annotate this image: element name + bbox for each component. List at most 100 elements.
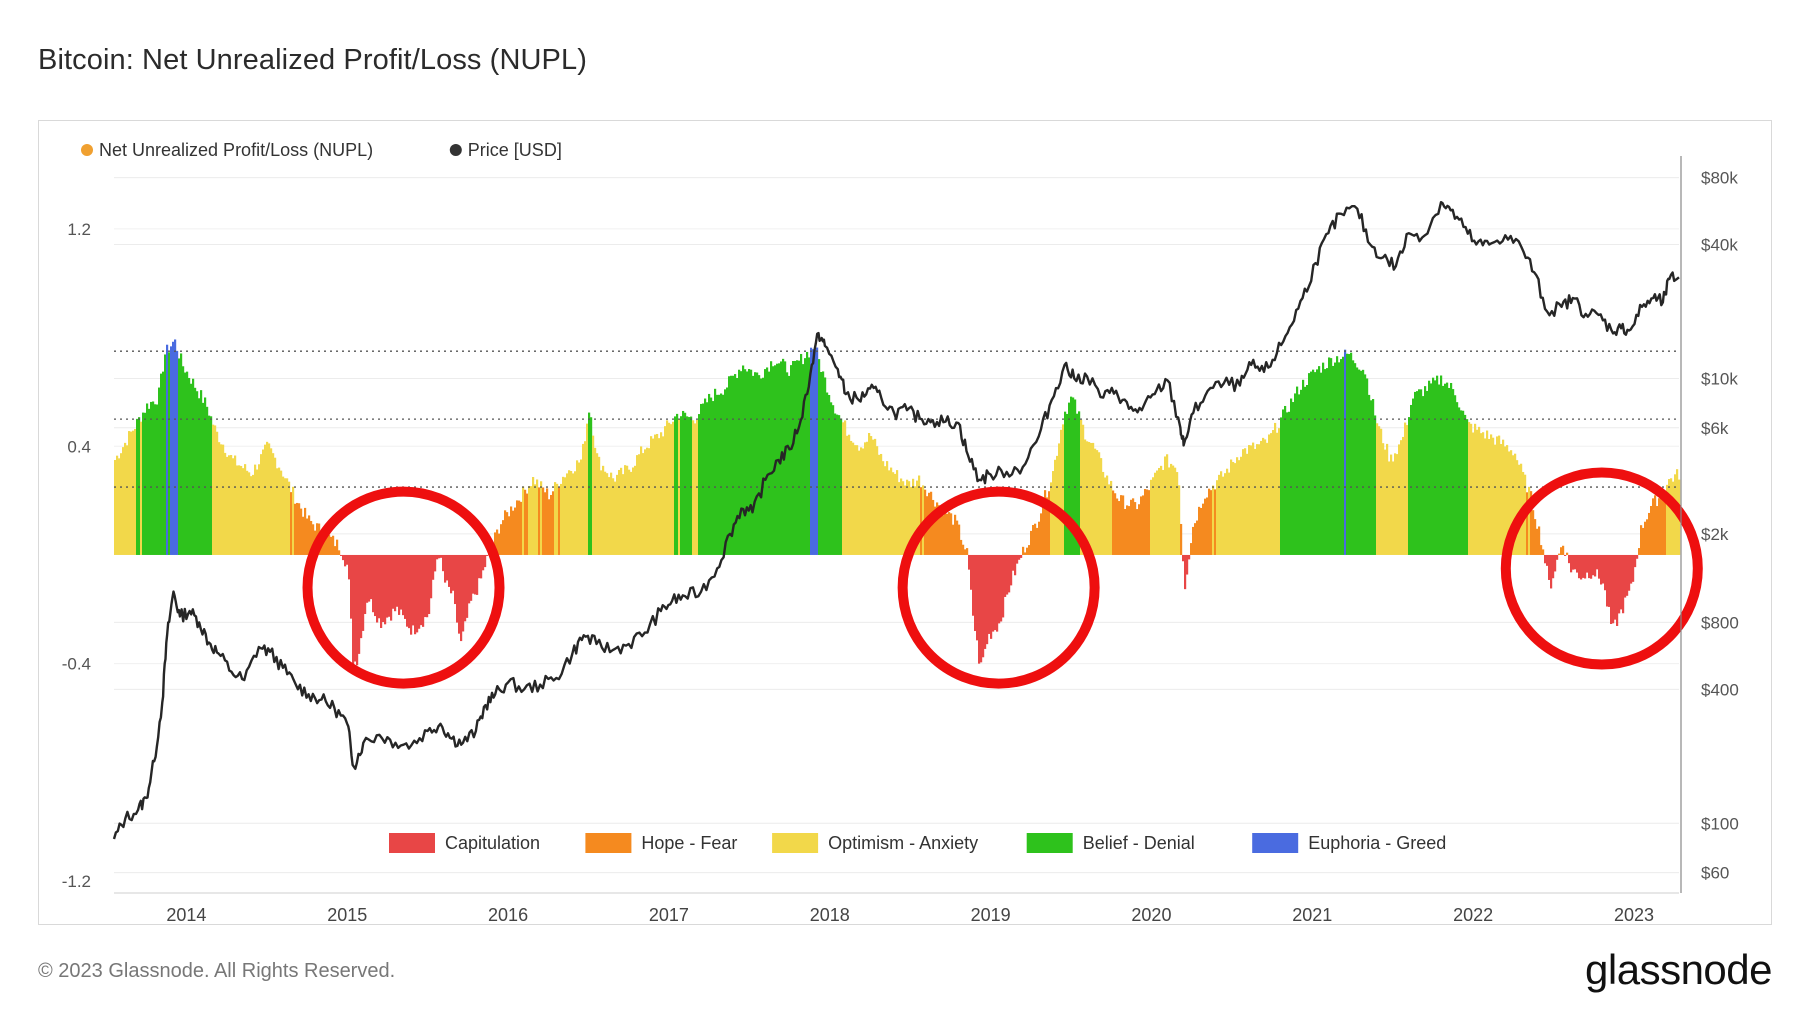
nupl-bar [1138, 504, 1141, 555]
nupl-bar [1102, 471, 1105, 555]
nupl-bar [1212, 485, 1215, 555]
x-tick-label: 2014 [166, 905, 206, 925]
nupl-bar [992, 554, 995, 632]
nupl-bar [1378, 426, 1381, 555]
nupl-bar [406, 554, 409, 627]
nupl-bar [1250, 445, 1253, 555]
nupl-bar [532, 477, 535, 555]
nupl-bar [632, 467, 635, 555]
nupl-bar [332, 535, 335, 555]
nupl-bar [988, 554, 991, 634]
nupl-bar [932, 499, 935, 555]
nupl-bar [1384, 449, 1387, 555]
nupl-bar [1616, 554, 1619, 626]
nupl-bar [1350, 352, 1353, 555]
nupl-bar [1324, 369, 1327, 555]
nupl-bar [794, 360, 797, 555]
nupl-bar [734, 374, 737, 555]
nupl-bar [1004, 554, 1007, 597]
nupl-bar [466, 554, 469, 618]
nupl-bar [1614, 554, 1617, 620]
nupl-bar [668, 422, 671, 555]
nupl-bar [968, 554, 971, 570]
nupl-bar [816, 347, 819, 555]
nupl-bar [1652, 498, 1655, 555]
nupl-bar [1066, 413, 1069, 555]
nupl-bar [1372, 399, 1375, 555]
nupl-bar [1470, 423, 1473, 555]
nupl-bar [546, 488, 549, 555]
nupl-bar [974, 554, 977, 632]
nupl-bar [648, 448, 651, 555]
nupl-bar [1166, 454, 1169, 555]
nupl-bar [566, 473, 569, 555]
nupl-bar [1408, 417, 1411, 555]
nupl-bar [1128, 506, 1131, 555]
nupl-bar [180, 353, 183, 555]
x-tick-label: 2019 [971, 905, 1011, 925]
nupl-bar [214, 425, 217, 555]
nupl-bar [934, 506, 937, 555]
zone-swatch [389, 833, 435, 853]
nupl-bar [1286, 412, 1289, 555]
nupl-bar [182, 366, 185, 555]
annotation-circle [1500, 467, 1703, 670]
nupl-bar [1338, 362, 1341, 555]
nupl-bar [1480, 433, 1483, 555]
nupl-bar [1290, 398, 1293, 555]
nupl-bar [1234, 463, 1237, 555]
nupl-bar [662, 436, 665, 555]
nupl-bar [356, 554, 359, 666]
nupl-bar [480, 554, 483, 579]
nupl-bar [1414, 391, 1417, 555]
nupl-bar [1406, 425, 1409, 555]
nupl-bar [976, 554, 979, 641]
nupl-bar [1096, 450, 1099, 555]
zone-legend: Capitulation Hope - Fear Optimism - Anxiet… [389, 833, 1446, 853]
nupl-bar [376, 554, 379, 623]
nupl-bar [1514, 453, 1517, 555]
nupl-bar [390, 554, 393, 621]
nupl-bar [822, 371, 825, 555]
nupl-bar [1460, 410, 1463, 555]
nupl-bar [712, 401, 715, 555]
nupl-bar [1628, 554, 1631, 591]
nupl-bar [730, 375, 733, 555]
nupl-bar [738, 369, 741, 555]
nupl-bar [460, 554, 463, 642]
nupl-bar [264, 444, 267, 555]
nupl-bar [740, 371, 743, 555]
nupl-bar [1298, 394, 1301, 555]
nupl-bar [1588, 554, 1591, 579]
nupl-bar [624, 465, 627, 555]
nupl-bar [1228, 472, 1231, 555]
nupl-bar [258, 464, 261, 555]
nupl-bar [830, 402, 833, 555]
nupl-bar [436, 554, 439, 560]
nupl-bar [1502, 439, 1505, 555]
nupl-bar [1452, 389, 1455, 555]
nupl-bar [1544, 554, 1547, 564]
left-tick-label: 0.4 [67, 437, 91, 456]
nupl-bar [126, 445, 129, 555]
nupl-bar [1418, 389, 1421, 555]
nupl-bar [994, 554, 997, 631]
nupl-bar [114, 459, 117, 555]
nupl-bar [814, 349, 817, 555]
right-tick-label: $40k [1701, 236, 1738, 255]
nupl-bar [1044, 490, 1047, 555]
nupl-bar [1306, 385, 1309, 555]
nupl-bar [1002, 554, 1005, 618]
nupl-bar [986, 554, 989, 645]
nupl-bar [1600, 554, 1603, 585]
nupl-bar [660, 432, 663, 555]
nupl-bar [176, 350, 179, 555]
nupl-bar [202, 402, 205, 555]
nupl-bar [336, 539, 339, 555]
nupl-bar [1220, 471, 1223, 555]
right-tick-label: $100 [1701, 814, 1739, 833]
nupl-bar [1558, 553, 1561, 555]
left-tick-label: 1.2 [67, 220, 91, 239]
nupl-bar [404, 554, 407, 619]
nupl-bar [1516, 460, 1519, 555]
